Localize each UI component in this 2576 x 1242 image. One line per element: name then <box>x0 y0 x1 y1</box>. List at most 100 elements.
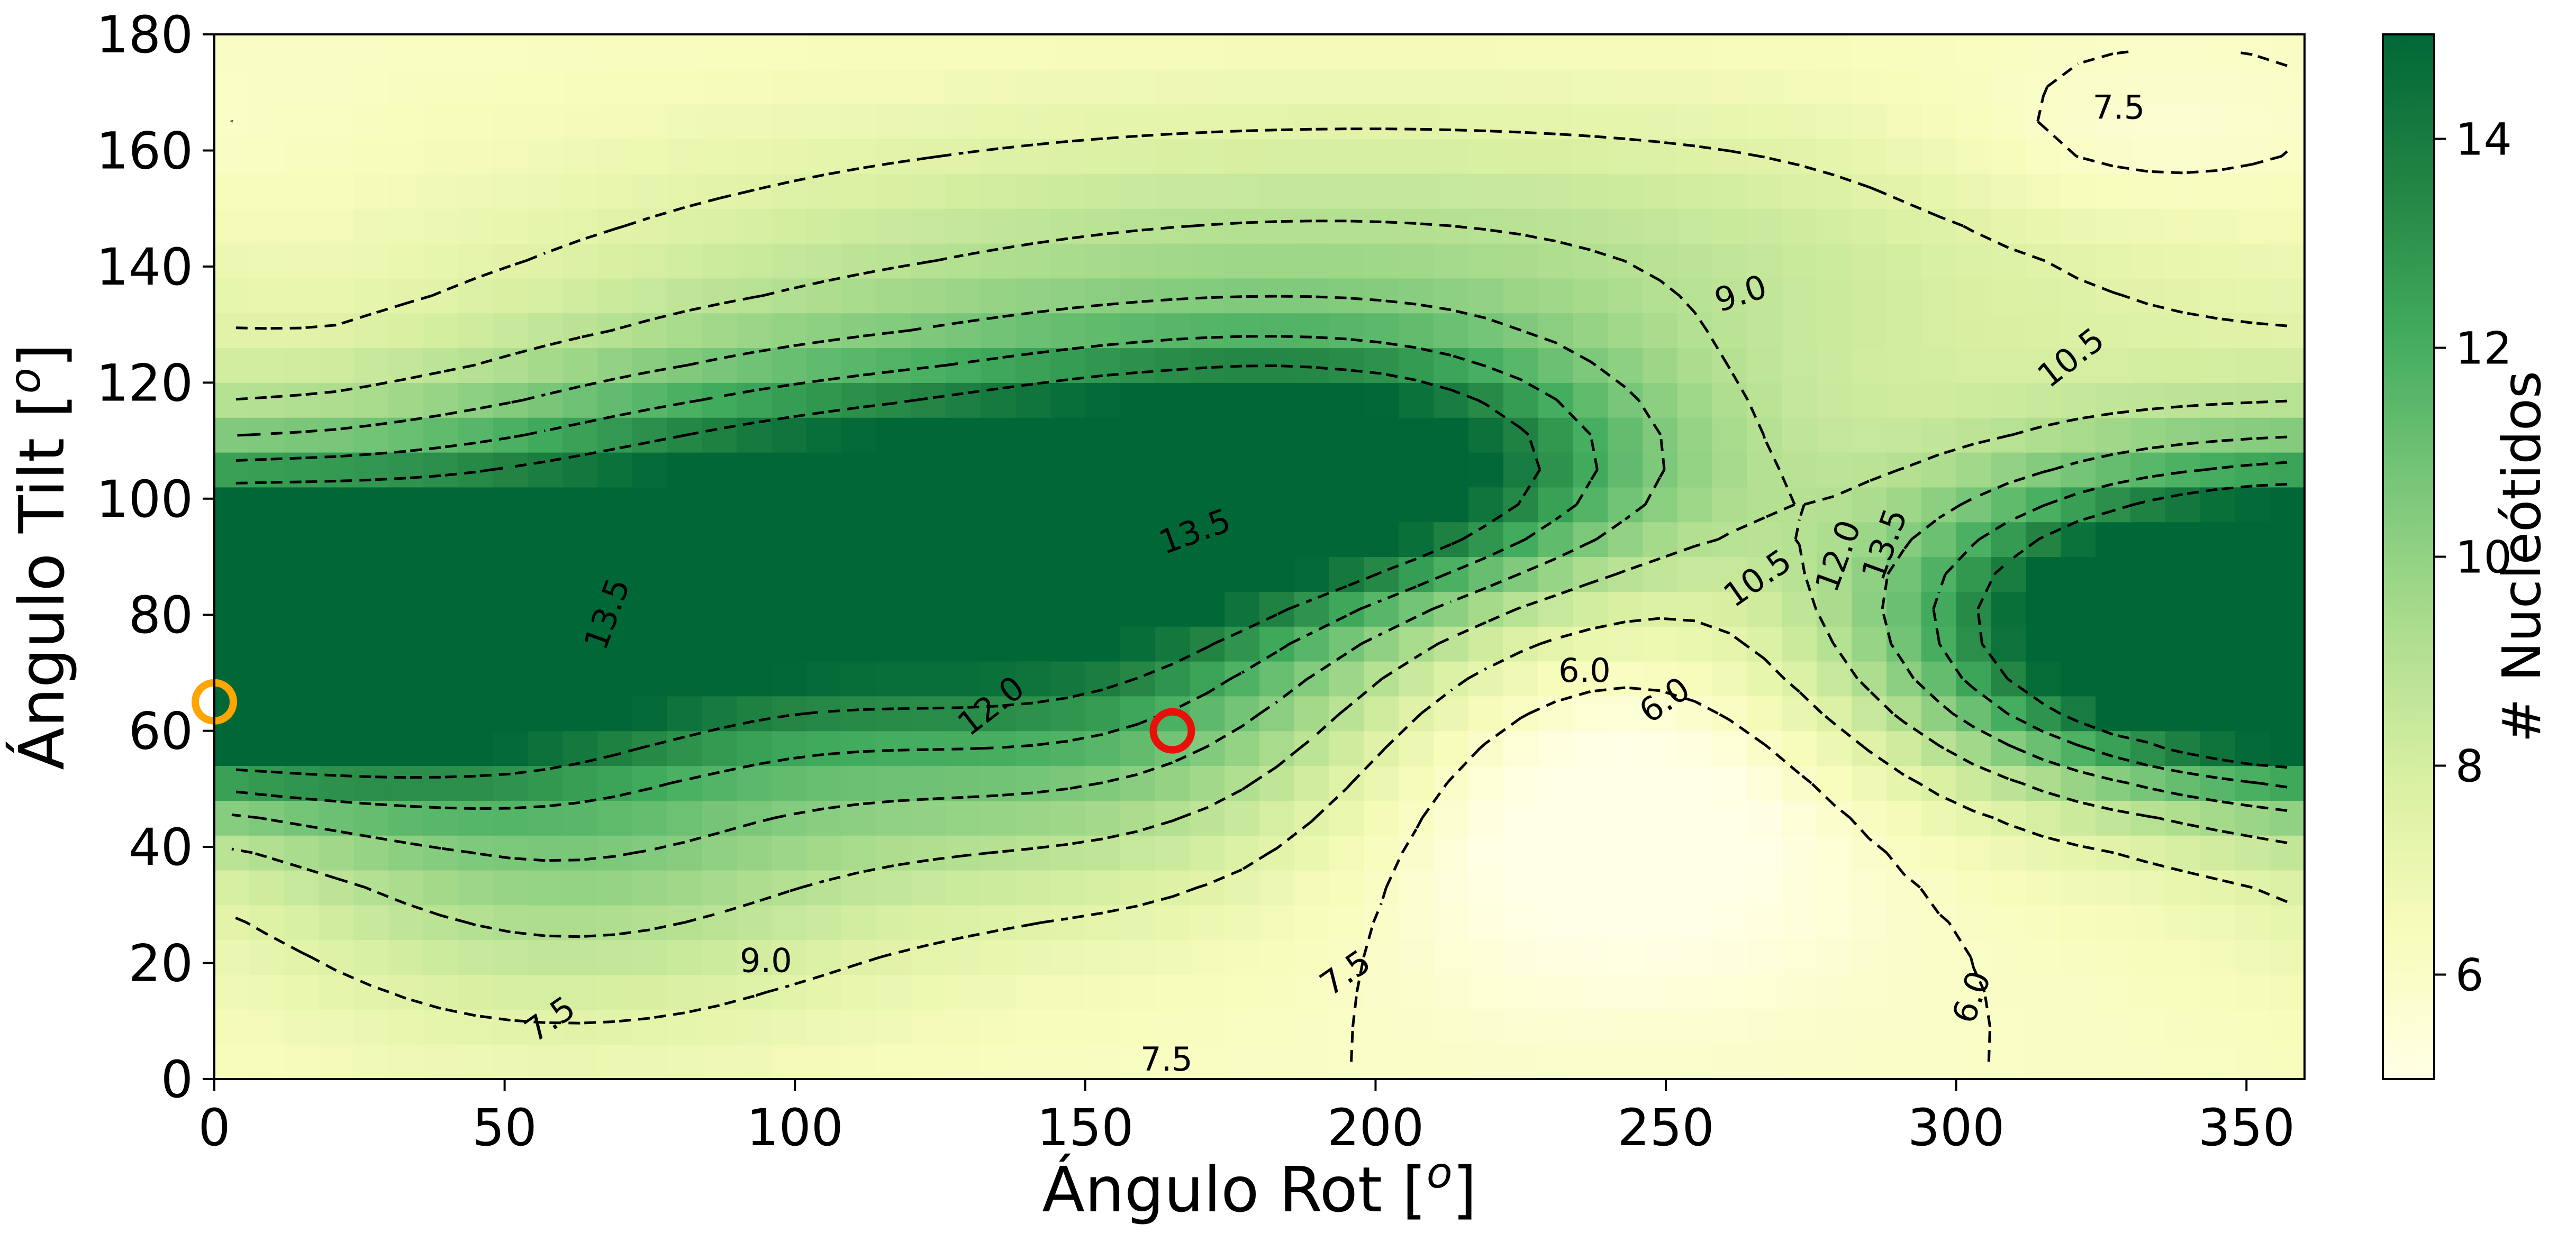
heatmap-cell <box>528 173 563 209</box>
heatmap-cell <box>1364 417 1399 453</box>
heatmap-cell <box>423 452 459 488</box>
heatmap-cell <box>214 765 250 801</box>
heatmap-cell <box>911 835 947 871</box>
heatmap-cell <box>772 522 807 558</box>
heatmap-cell <box>1991 870 2026 906</box>
heatmap-cell <box>737 661 772 697</box>
heatmap-cell <box>1643 34 1678 70</box>
heatmap-cell <box>2270 591 2305 627</box>
heatmap-cell <box>1329 730 1365 766</box>
heatmap-cell <box>1434 104 1469 140</box>
heatmap-cell <box>841 348 877 383</box>
heatmap-cell <box>353 104 389 140</box>
heatmap-cell <box>1190 348 1225 383</box>
heatmap-cell <box>284 835 320 871</box>
heatmap-cell <box>353 939 389 975</box>
heatmap-cell <box>1817 730 1852 766</box>
x-axis: 0 50 100 150 200 250 300 350 <box>198 1079 2295 1157</box>
y-tick-label: 40 <box>129 818 193 877</box>
heatmap-cell <box>1677 1044 1713 1080</box>
heatmap-cell <box>1120 278 1156 314</box>
heatmap-cell <box>284 313 320 349</box>
heatmap-cell <box>1817 1009 1852 1045</box>
heatmap-cell <box>1956 696 1992 732</box>
heatmap-cell <box>284 487 320 523</box>
heatmap-cell <box>1608 870 1643 906</box>
heatmap-cell <box>2096 104 2131 140</box>
heatmap-cell <box>214 34 250 70</box>
heatmap-cell <box>2165 1044 2201 1080</box>
heatmap-cell <box>1712 348 1748 383</box>
heatmap-cell <box>2270 870 2305 906</box>
heatmap-cell <box>2165 730 2201 766</box>
heatmap-cell <box>1852 522 1887 558</box>
heatmap-cell <box>1329 939 1365 975</box>
heatmap-cell <box>981 800 1016 836</box>
heatmap-cell <box>1643 348 1678 383</box>
heatmap-cell <box>2061 34 2096 70</box>
heatmap-cell <box>2096 556 2131 592</box>
heatmap-cell <box>1399 417 1434 453</box>
heatmap-cell <box>353 870 389 906</box>
heatmap-cell <box>1573 417 1608 453</box>
heatmap-cell <box>2096 905 2131 940</box>
heatmap-cell <box>1921 800 1957 836</box>
heatmap-cell <box>1921 835 1957 871</box>
heatmap-cell <box>2165 905 2201 940</box>
heatmap-cell <box>1120 696 1156 732</box>
heatmap-cell <box>806 765 842 801</box>
x-tick-label: 300 <box>1908 1098 2004 1157</box>
heatmap-cell <box>1782 626 1817 662</box>
heatmap-cell <box>667 870 703 906</box>
heatmap-cell <box>1991 730 2026 766</box>
heatmap-cell <box>319 974 354 1010</box>
heatmap-cell <box>946 1044 981 1080</box>
heatmap-cell <box>1364 730 1399 766</box>
heatmap-cell <box>981 939 1016 975</box>
heatmap-cell <box>2235 1044 2270 1080</box>
heatmap-cell <box>284 730 320 766</box>
heatmap-cell <box>981 591 1016 627</box>
heatmap-cell <box>1364 69 1399 105</box>
heatmap-cell <box>319 765 354 801</box>
heatmap-cell <box>1921 591 1957 627</box>
heatmap-cell <box>1503 522 1539 558</box>
heatmap-cell <box>249 1044 285 1080</box>
heatmap-cell <box>2235 34 2270 70</box>
heatmap-cell <box>563 626 598 662</box>
heatmap-cell <box>1120 104 1156 140</box>
heatmap-cell <box>2130 34 2166 70</box>
heatmap-cell <box>1050 800 1086 836</box>
heatmap-cell <box>1224 69 1260 105</box>
heatmap-cell <box>1677 939 1713 975</box>
heatmap-cell <box>597 939 633 975</box>
heatmap-cell <box>458 34 494 70</box>
heatmap-cell <box>249 382 285 418</box>
heatmap-cell <box>214 870 250 906</box>
heatmap-cell <box>1921 69 1957 105</box>
heatmap-cell <box>1503 974 1539 1010</box>
heatmap-cell <box>806 139 842 174</box>
heatmap-cell <box>2270 939 2305 975</box>
heatmap-cell <box>319 556 354 592</box>
heatmap-cell <box>458 870 494 906</box>
heatmap-cell <box>1050 974 1086 1010</box>
heatmap-cell <box>249 974 285 1010</box>
heatmap-cell <box>841 278 877 314</box>
heatmap-cell <box>806 591 842 627</box>
heatmap-cell <box>1190 800 1225 836</box>
heatmap-cell <box>563 313 598 349</box>
heatmap-cell <box>1155 626 1190 662</box>
heatmap-cell <box>1294 452 1330 488</box>
heatmap-cell <box>981 173 1016 209</box>
heatmap-cell <box>632 487 668 523</box>
heatmap-cell <box>632 591 668 627</box>
heatmap-cell <box>1503 208 1539 244</box>
heatmap-cell <box>2235 208 2270 244</box>
heatmap-cell <box>1364 626 1399 662</box>
heatmap-cell <box>1259 835 1295 871</box>
heatmap-cell <box>597 696 633 732</box>
heatmap-cell <box>1712 487 1748 523</box>
heatmap-cell <box>1608 69 1643 105</box>
heatmap-cell <box>1538 835 1574 871</box>
